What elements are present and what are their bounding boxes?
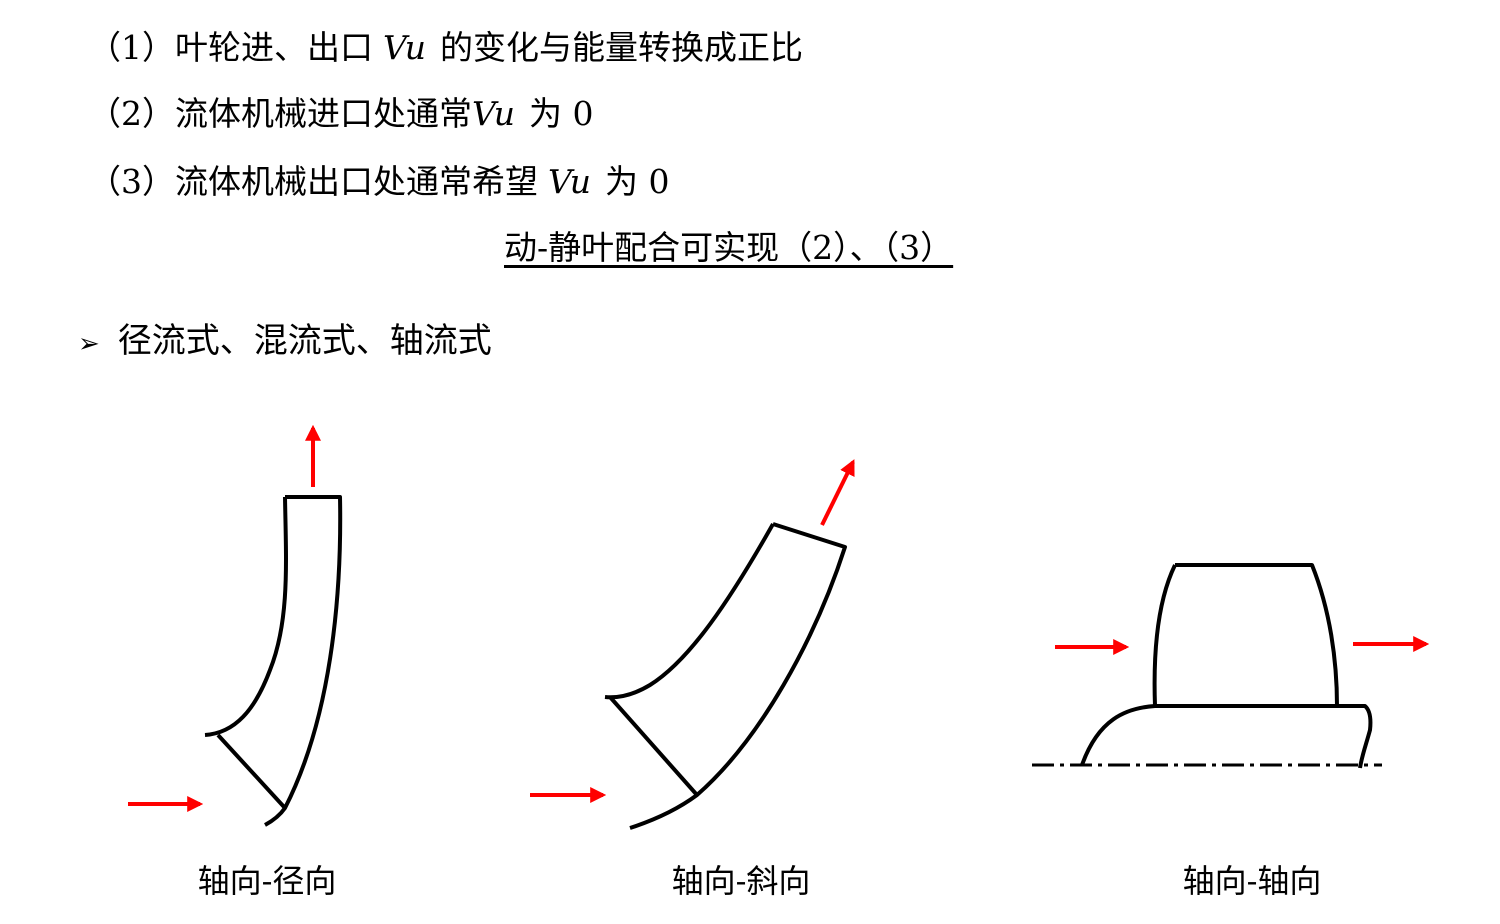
text: （2）流体机械进口处通常 <box>88 94 472 133</box>
caption: 轴向-径向 <box>197 862 337 900</box>
caption: 轴向-斜向 <box>671 862 811 900</box>
text: 为 0 <box>604 162 670 201</box>
text: （1）叶轮进、出口 <box>88 28 373 67</box>
axial-impeller <box>1032 563 1430 769</box>
radial-impeller <box>128 424 343 827</box>
text: 为 0 <box>528 94 594 133</box>
text: 径流式、混流式、轴流式 <box>117 321 492 361</box>
caption: 轴向-轴向 <box>1182 862 1322 900</box>
text: （3）流体机械出口处通常希望 <box>88 162 538 201</box>
statement: （1）叶轮进、出口 Vu 的变化与能量转换成正比 <box>88 28 803 68</box>
bullet-mark: ➢ <box>78 329 100 359</box>
bullet-item: ➢ 径流式、混流式、轴流式 <box>78 320 492 365</box>
statement: （3）流体机械出口处通常希望 Vu 为 0 <box>88 162 669 202</box>
statement: （2）流体机械进口处通常Vu 为 0 <box>88 94 593 134</box>
text: 的变化与能量转换成正比 <box>439 28 803 67</box>
conclusion: 动-静叶配合可实现（2）、（3） <box>504 228 954 267</box>
symbol: Vu <box>548 162 591 201</box>
symbol: Vu <box>383 28 426 67</box>
symbol: Vu <box>472 94 515 133</box>
mixed-flow-impeller <box>530 459 855 830</box>
